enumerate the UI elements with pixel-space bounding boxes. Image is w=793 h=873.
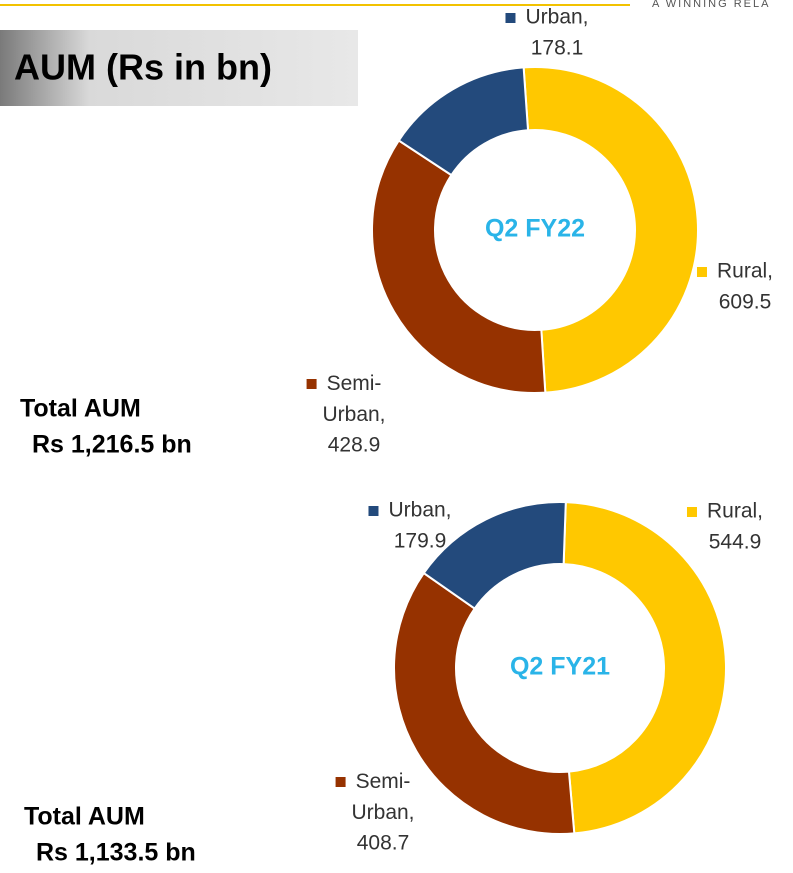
legend-marker bbox=[505, 13, 516, 23]
legend-marker bbox=[335, 777, 346, 787]
category-label: Urban, bbox=[388, 499, 451, 522]
legend-marker bbox=[306, 379, 317, 389]
category-label: Semi-Urban, bbox=[351, 770, 414, 824]
value-label: 178.1 bbox=[531, 37, 584, 60]
center-label: Q2 FY21 bbox=[510, 653, 610, 681]
total-label: Rs 1,216.5 bn bbox=[32, 431, 192, 459]
donut-segment bbox=[522, 66, 699, 394]
donut-segment bbox=[562, 501, 727, 835]
center-label: Q2 FY22 bbox=[485, 215, 585, 243]
category-label: Rural, bbox=[717, 260, 773, 283]
category-label: Semi-Urban, bbox=[322, 372, 385, 426]
value-label: 179.9 bbox=[394, 530, 447, 553]
value-label: 544.9 bbox=[709, 531, 762, 554]
donut-segment bbox=[397, 66, 530, 177]
category-label: Urban, bbox=[525, 6, 588, 29]
title-box bbox=[0, 30, 358, 106]
donut-segment bbox=[422, 501, 567, 610]
legend-marker bbox=[696, 267, 707, 277]
category-label: Rural, bbox=[707, 500, 763, 523]
value-label: 408.7 bbox=[357, 832, 410, 855]
total-label: Total AUM bbox=[20, 395, 141, 423]
total-label: Total AUM bbox=[24, 803, 145, 831]
value-label: 428.9 bbox=[328, 434, 381, 457]
total-label: Rs 1,133.5 bn bbox=[36, 839, 196, 867]
legend-marker bbox=[368, 506, 379, 516]
legend-marker bbox=[686, 507, 697, 517]
value-label: 609.5 bbox=[719, 291, 772, 314]
donut-segment bbox=[371, 139, 547, 394]
donut-segment bbox=[393, 571, 576, 835]
title: AUM (Rs in bn) bbox=[14, 47, 272, 88]
tagline: A WINNING RELA bbox=[652, 0, 770, 10]
